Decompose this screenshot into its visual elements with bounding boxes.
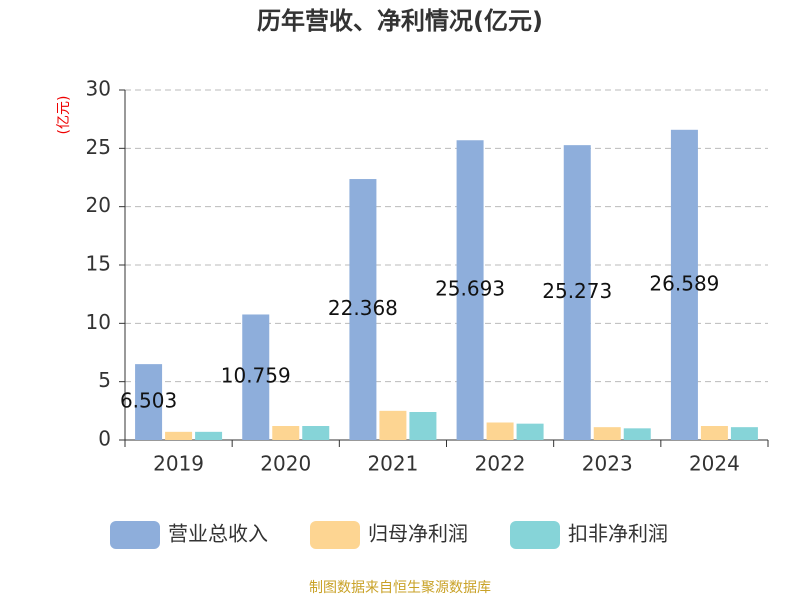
bar: [456, 140, 484, 440]
bar: [165, 431, 193, 440]
bar: [409, 412, 437, 440]
bar: [379, 410, 407, 440]
y-tick-label: 20: [86, 193, 111, 217]
bar: [349, 179, 377, 441]
y-tick-label: 30: [86, 77, 111, 101]
y-tick-label: 0: [98, 427, 111, 451]
bar: [516, 423, 544, 440]
bar: [195, 431, 223, 440]
bar: [623, 428, 651, 440]
x-tick-label: 2019: [153, 452, 204, 476]
x-tick-label: 2023: [582, 452, 633, 476]
x-tick-label: 2022: [475, 452, 526, 476]
legend-swatch: [510, 521, 560, 549]
legend-swatch: [110, 521, 160, 549]
x-tick-label: 2021: [367, 452, 418, 476]
legend-label: 归母净利润: [368, 522, 468, 546]
y-axis-label: (亿元): [56, 96, 72, 135]
y-tick-label: 25: [86, 135, 111, 159]
value-label: 10.759: [221, 364, 291, 388]
value-label: 25.273: [542, 279, 612, 303]
value-label: 26.589: [649, 271, 719, 295]
source-note: 制图数据来自恒生聚源数据库: [309, 580, 491, 596]
x-tick-label: 2020: [260, 452, 311, 476]
y-tick-label: 10: [86, 310, 111, 334]
bar: [730, 427, 758, 440]
bar: [670, 129, 698, 441]
bar: [302, 426, 330, 440]
bar: [272, 426, 300, 440]
bar: [135, 364, 163, 440]
bar: [700, 426, 728, 440]
bar: [563, 145, 591, 441]
bar: [242, 314, 270, 440]
legend-label: 营业总收入: [168, 522, 268, 546]
value-label: 6.503: [120, 389, 177, 413]
value-label: 22.368: [328, 296, 398, 320]
legend-label: 扣非净利润: [568, 522, 668, 546]
y-tick-label: 15: [86, 252, 111, 276]
x-tick-label: 2024: [689, 452, 740, 476]
value-label: 25.693: [435, 277, 505, 301]
bar: [486, 422, 514, 440]
y-tick-label: 5: [98, 368, 111, 392]
chart-title: 历年营收、净利情况(亿元): [257, 7, 543, 35]
legend-swatch: [310, 521, 360, 549]
bar: [593, 427, 621, 440]
